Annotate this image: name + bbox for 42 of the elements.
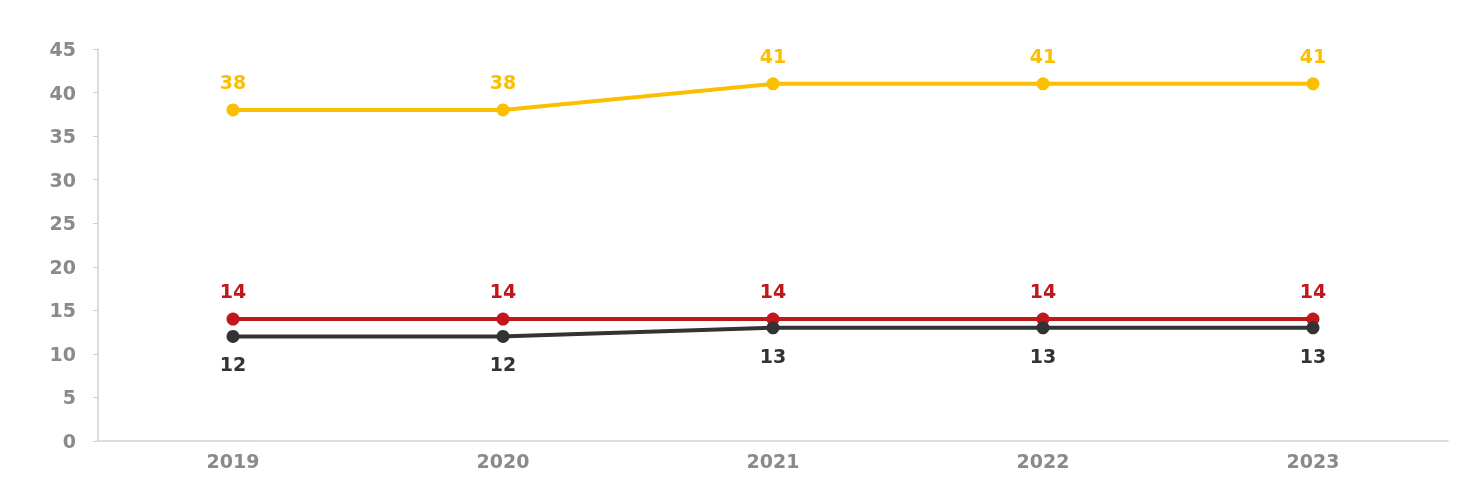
data-label: 14 [1029, 280, 1057, 303]
x-tick-label: 2019 [206, 449, 260, 472]
data-label: 13 [1029, 344, 1057, 367]
y-tick-label: 40 [49, 81, 76, 104]
y-tick-label: 25 [49, 212, 76, 235]
x-tick-label: 2022 [1016, 449, 1070, 472]
point [226, 329, 240, 343]
y-tick-label: 15 [49, 299, 76, 322]
data-label: 41 [1299, 44, 1327, 67]
x-tick-label: 2020 [476, 449, 530, 472]
y-tick-label: 10 [49, 342, 76, 365]
point [496, 329, 510, 343]
data-label: 38 [489, 70, 517, 93]
data-label: 41 [1029, 44, 1057, 67]
y-tick-label: 0 [62, 430, 76, 452]
x-tick-label: 2021 [746, 449, 800, 472]
point [1306, 77, 1320, 91]
point [496, 103, 510, 117]
point [496, 312, 510, 326]
data-label: 13 [759, 344, 787, 367]
point [1036, 321, 1050, 335]
y-tick-label: 45 [49, 38, 76, 60]
data-label: 12 [489, 353, 517, 376]
y-tick-label: 30 [49, 168, 76, 191]
point [226, 103, 240, 117]
y-tick-label: 5 [62, 386, 76, 409]
point [1306, 321, 1320, 335]
point [226, 312, 240, 326]
y-tick-label: 20 [49, 255, 76, 278]
x-tick-label: 2023 [1286, 449, 1340, 472]
y-tick-label: 35 [49, 125, 76, 148]
point [766, 321, 780, 335]
data-label: 12 [219, 353, 247, 376]
data-label: 14 [219, 280, 247, 303]
data-label: 41 [759, 44, 787, 67]
data-label: 38 [219, 70, 247, 93]
point [1036, 77, 1050, 91]
point [766, 77, 780, 91]
data-label: 13 [1299, 344, 1327, 367]
data-label: 14 [1299, 280, 1327, 303]
data-label: 14 [489, 280, 517, 303]
data-label: 14 [759, 280, 787, 303]
